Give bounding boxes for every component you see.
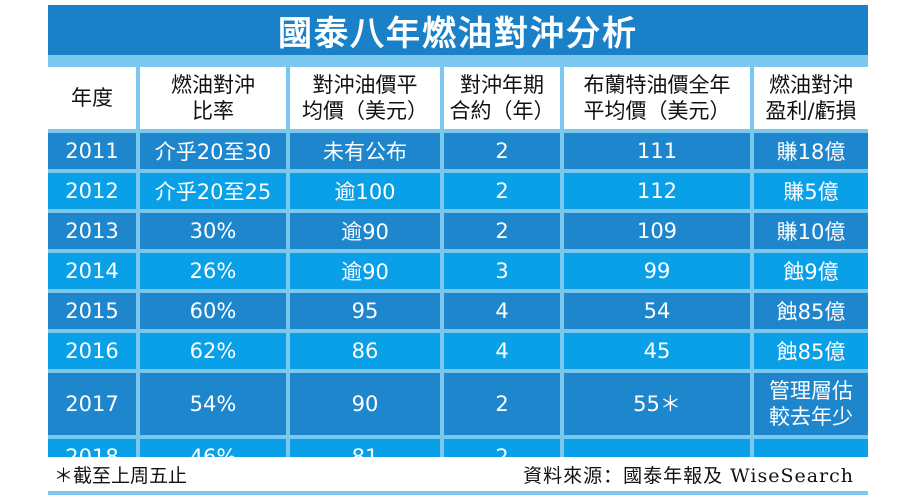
table-row: 2015 60% 95 4 54 蝕85億	[48, 293, 868, 329]
cell-brent: 45	[560, 333, 750, 369]
header-brent: 布蘭特油價全年 平均價（美元）	[560, 67, 750, 129]
cell-year: 2015	[48, 293, 136, 329]
header-hedge-price: 對沖油價平 均價（美元）	[286, 67, 440, 129]
cell-profit-loss: 蝕9億	[750, 253, 868, 289]
cell-profit-loss: 賺18億	[750, 133, 868, 169]
cell-term: 4	[440, 333, 560, 369]
cell-brent: 112	[560, 173, 750, 209]
cell-hedge-price: 逾90	[286, 253, 440, 289]
table-row: 2011 介乎20至30 未有公布 2 111 賺18億	[48, 133, 868, 169]
hedge-analysis-table-card: 國泰八年燃油對沖分析 年度 燃油對沖 比率 對沖油價平 均價（美元） 對沖年期 合約（…	[48, 5, 868, 495]
cell-profit-loss: 蝕85億	[750, 333, 868, 369]
source-credit: 資料來源：國泰年報及 WiseSearch	[523, 464, 854, 487]
cell-term: 2	[440, 213, 560, 249]
cell-profit-loss: 蝕85億	[750, 293, 868, 329]
header-profit-loss: 燃油對沖 盈利/虧損	[750, 67, 868, 129]
table-footer: ＊截至上周五止 資料來源：國泰年報及 WiseSearch	[48, 457, 868, 491]
cell-brent: 109	[560, 213, 750, 249]
cell-profit-loss: 賺10億	[750, 213, 868, 249]
cell-ratio: 介乎20至25	[136, 173, 286, 209]
header-ratio: 燃油對沖 比率	[136, 67, 286, 129]
cell-year: 2013	[48, 213, 136, 249]
cell-brent: 54	[560, 293, 750, 329]
table-row: 2016 62% 86 4 45 蝕85億	[48, 333, 868, 369]
cell-profit-loss: 管理層估 較去年少	[750, 373, 868, 435]
cell-brent: 111	[560, 133, 750, 169]
header-year: 年度	[48, 67, 136, 129]
header-term: 對沖年期 合約（年）	[440, 67, 560, 129]
cell-ratio: 62%	[136, 333, 286, 369]
cell-brent: 55＊	[560, 373, 750, 435]
table-row: 2017 54% 90 2 55＊ 管理層估 較去年少	[48, 373, 868, 435]
cell-hedge-price: 90	[286, 373, 440, 435]
cell-hedge-price: 逾90	[286, 213, 440, 249]
cell-hedge-price: 95	[286, 293, 440, 329]
header-row: 年度 燃油對沖 比率 對沖油價平 均價（美元） 對沖年期 合約（年） 布蘭特油價全年平…	[48, 67, 868, 129]
hedge-table: 年度 燃油對沖 比率 對沖油價平 均價（美元） 對沖年期 合約（年） 布蘭特油價全年平…	[48, 63, 868, 479]
cell-hedge-price: 逾100	[286, 173, 440, 209]
cell-ratio: 26%	[136, 253, 286, 289]
cell-brent: 99	[560, 253, 750, 289]
cell-term: 2	[440, 373, 560, 435]
table-row: 2014 26% 逾90 3 99 蝕9億	[48, 253, 868, 289]
cell-year: 2014	[48, 253, 136, 289]
cell-hedge-price: 86	[286, 333, 440, 369]
cell-year: 2011	[48, 133, 136, 169]
table-row: 2012 介乎20至25 逾100 2 112 賺5億	[48, 173, 868, 209]
cell-year: 2017	[48, 373, 136, 435]
footnote: ＊截至上周五止	[54, 464, 188, 487]
table-row: 2013 30% 逾90 2 109 賺10億	[48, 213, 868, 249]
cell-hedge-price: 未有公布	[286, 133, 440, 169]
cell-ratio: 60%	[136, 293, 286, 329]
cell-ratio: 介乎20至30	[136, 133, 286, 169]
cell-ratio: 54%	[136, 373, 286, 435]
cell-term: 2	[440, 133, 560, 169]
cell-term: 2	[440, 173, 560, 209]
cell-year: 2012	[48, 173, 136, 209]
cell-year: 2016	[48, 333, 136, 369]
cell-term: 4	[440, 293, 560, 329]
table-title: 國泰八年燃油對沖分析	[48, 5, 868, 55]
cell-term: 3	[440, 253, 560, 289]
cell-ratio: 30%	[136, 213, 286, 249]
cell-profit-loss: 賺5億	[750, 173, 868, 209]
